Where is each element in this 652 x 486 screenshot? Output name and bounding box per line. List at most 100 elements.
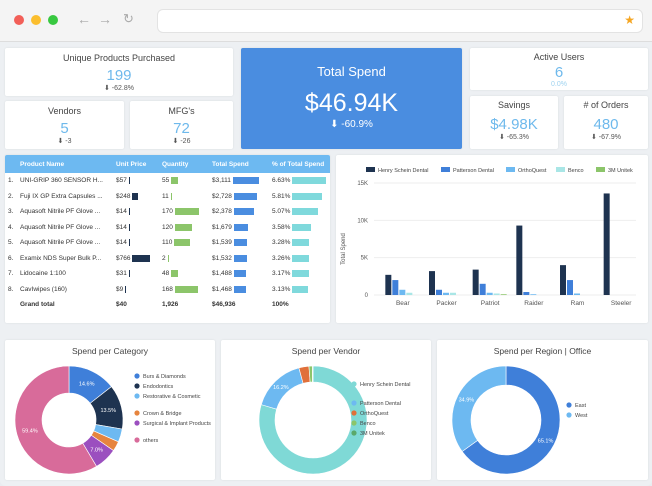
unit-price-text: $14 <box>116 239 127 247</box>
legend-item[interactable]: Henry Schein Dental <box>351 381 410 388</box>
legend-item[interactable]: Endodontics <box>134 383 174 390</box>
kpi-title: Total Spend <box>317 64 386 79</box>
total-spend-bar <box>233 192 257 200</box>
legend-item[interactable]: East <box>566 402 586 409</box>
quantity-text: 170 <box>162 208 173 216</box>
legend-item[interactable]: Crown & Bridge <box>134 410 182 417</box>
legend-item[interactable]: 3M Unitek <box>351 430 385 437</box>
col-product-name[interactable]: Product Name <box>17 155 113 173</box>
pct-total-spend-text: 5.81% <box>272 192 291 200</box>
reload-icon[interactable]: ↻ <box>123 11 134 26</box>
bar[interactable] <box>450 292 456 295</box>
legend-item[interactable]: Patterson Dental <box>441 167 494 174</box>
kpi-savings: Savings $4.98K ⬇ -65.3% <box>470 96 558 149</box>
top-products-table-card: Product Name Unit Price Quantity Total S… <box>5 155 330 323</box>
col-unit-price[interactable]: Unit Price <box>113 155 159 173</box>
legend-swatch <box>134 410 140 416</box>
col-total-spend[interactable]: Total Spend <box>209 155 269 173</box>
bar[interactable] <box>385 274 392 295</box>
donut-slice[interactable] <box>461 365 561 475</box>
cell-unit-price: $57 <box>113 173 159 189</box>
kpi-change: ⬇ -67.9% <box>591 134 621 141</box>
bar[interactable] <box>603 193 610 295</box>
legend-item[interactable]: Patterson Dental <box>351 400 401 407</box>
legend-item[interactable]: OrthoQuest <box>351 410 389 417</box>
table-row[interactable]: 5. Aquasoft Nitrile PF Glove ... $14 110 $1,… <box>5 235 330 251</box>
table-row[interactable]: 7. Lidocaine 1:100 $31 48 $1,488 3.17% <box>5 266 330 282</box>
total-spend-text: $1,679 <box>212 223 232 231</box>
pct-total-spend-text: 3.28% <box>272 239 291 247</box>
legend-item[interactable]: Restorative & Cosmetic <box>134 393 201 400</box>
bookmark-star-icon[interactable]: ★ <box>624 13 635 27</box>
cell-unit-price: $9 <box>113 282 159 298</box>
unit-price-text: $14 <box>116 208 127 216</box>
table-header-row: Product Name Unit Price Quantity Total S… <box>5 155 330 173</box>
legend-item[interactable]: Surgical & Implant Products <box>134 420 211 427</box>
legend-item[interactable]: 3M Unitek <box>596 167 633 174</box>
x-tick-label: Bear <box>396 300 411 307</box>
address-bar[interactable]: ★ <box>157 9 643 33</box>
legend-item[interactable]: Benco <box>351 420 376 427</box>
table-row[interactable]: 2. Fuji IX GP Extra Capsules ... $248 11 $2,… <box>5 189 330 205</box>
quantity-bar <box>171 177 179 185</box>
row-number-text: 5. <box>8 239 14 247</box>
total-spend-bar <box>233 223 248 231</box>
slice-label: 16.2% <box>273 385 289 391</box>
bar[interactable] <box>574 293 580 295</box>
donut-slice[interactable] <box>312 365 314 383</box>
grand-total-price: $40 <box>116 301 127 309</box>
slice-label: 14.6% <box>79 382 95 388</box>
total-spend-bar <box>233 285 247 293</box>
legend-item[interactable]: Benco <box>556 167 584 174</box>
forward-arrow-icon[interactable]: → <box>98 11 112 27</box>
bar[interactable] <box>500 294 507 295</box>
quantity-text: 120 <box>162 223 173 231</box>
cell-pct-total-spend: 3.28% <box>269 235 330 251</box>
bar[interactable] <box>436 289 442 295</box>
bar[interactable] <box>530 294 537 295</box>
bar[interactable] <box>493 293 500 295</box>
bar[interactable] <box>486 292 493 295</box>
cell-product-name: Aquasoft Nitrile PF Glove ... <box>17 235 113 251</box>
bar[interactable] <box>399 289 406 295</box>
bar[interactable] <box>406 292 413 295</box>
bar[interactable] <box>479 283 486 295</box>
legend-item[interactable]: Burs & Diamonds <box>134 373 186 380</box>
bar[interactable] <box>523 292 530 295</box>
col-quantity[interactable]: Quantity <box>159 155 209 173</box>
cell-total-spend: $2,728 <box>209 189 269 205</box>
table-row[interactable]: 3. Aquasoft Nitrile PF Glove ... $14 170 $2,… <box>5 204 330 220</box>
legend-label: Patterson Dental <box>453 168 494 174</box>
quantity-text: 110 <box>162 239 173 247</box>
pct-total-spend-bar <box>292 239 310 247</box>
donut-slice[interactable] <box>258 365 368 475</box>
legend-item[interactable]: OrthoQuest <box>506 167 547 174</box>
y-axis-label: Total Spend <box>341 233 347 265</box>
bar[interactable] <box>443 292 449 295</box>
donut-slice[interactable] <box>451 365 507 452</box>
table-row[interactable]: 6. Examix NDS Super Bulk P... $766 2 $1,532 3… <box>5 251 330 267</box>
bar[interactable] <box>472 269 479 295</box>
back-arrow-icon[interactable]: ← <box>77 11 91 27</box>
bar[interactable] <box>429 271 435 295</box>
table-row[interactable]: 8. CavIwipes (160) $9 168 $1,468 3.13% <box>5 282 330 298</box>
legend-item[interactable]: West <box>566 412 588 419</box>
total-spend-text: $3,111 <box>212 177 231 185</box>
bar[interactable] <box>516 225 523 295</box>
col-pct-total-spend[interactable]: % of Total Spend <box>269 155 330 173</box>
bar[interactable] <box>567 280 573 295</box>
donut-slice[interactable] <box>14 365 97 475</box>
minimize-window-button[interactable] <box>31 15 41 25</box>
table-row[interactable]: 1. UNI-GRIP 360 SENSOR H... $57 55 $3,111 6.6… <box>5 173 330 189</box>
pct-total-spend-bar <box>292 208 319 216</box>
grand-total-row: Grand total $40 1,926 $46,936 100% <box>5 297 330 313</box>
legend-item[interactable]: others <box>134 437 159 444</box>
bar[interactable] <box>392 280 399 295</box>
maximize-window-button[interactable] <box>48 15 58 25</box>
table-row[interactable]: 4. Aquasoft Nitrile PF Glove ... $14 120 $1,… <box>5 220 330 236</box>
grand-total-pct: 100% <box>272 301 289 309</box>
bar[interactable] <box>560 265 566 295</box>
legend-item[interactable]: Henry Schein Dental <box>366 167 428 174</box>
close-window-button[interactable] <box>14 15 24 25</box>
chart-title: Spend per Region | Office <box>493 346 592 356</box>
